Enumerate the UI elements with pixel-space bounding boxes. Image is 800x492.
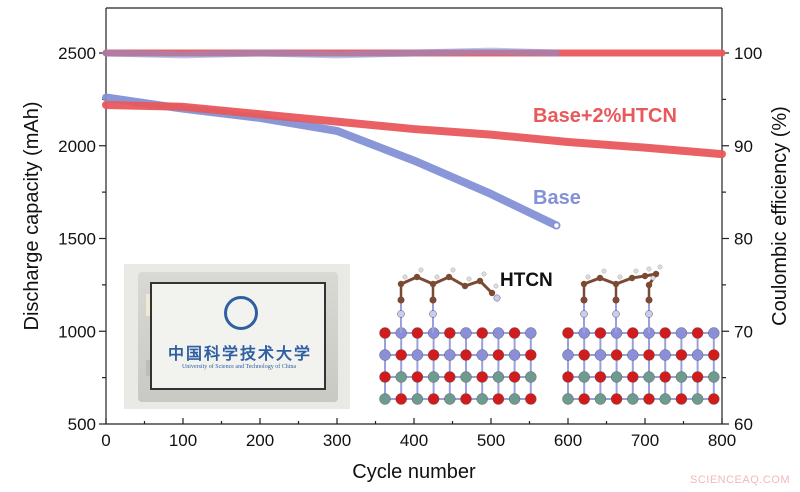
cell-label-english: University of Science and Technology of …	[181, 364, 297, 370]
molecule-label: HTCN	[500, 270, 553, 291]
y-right-tick-label: 60	[734, 415, 753, 434]
series-label-base: Base	[533, 187, 581, 209]
x-tick-label: 600	[554, 431, 582, 450]
cell-label-chinese: 中国科学技术大学	[167, 344, 312, 363]
series-line	[102, 100, 726, 159]
y-left-tick-label: 2500	[58, 44, 96, 63]
y-left-axis-title: Discharge capacity (mAh)	[21, 102, 43, 331]
x-axis-ticks	[105, 418, 723, 424]
y-left-tick-label: 2000	[58, 137, 96, 156]
y-right-axis-ticks	[722, 52, 729, 425]
x-tick-labels: 0 100 200 300 400 500 600 700 800	[101, 431, 736, 450]
y-left-tick-label: 500	[68, 415, 96, 434]
battery-photo-inset: 中国科学技术大学 University of Science and Techn…	[124, 264, 350, 409]
x-tick-label: 700	[631, 431, 659, 450]
x-tick-label: 800	[708, 431, 736, 450]
watermark: SCIENCEAQ.COM	[689, 474, 790, 486]
y-right-tick-label: 100	[734, 44, 762, 63]
x-tick-label: 100	[169, 431, 197, 450]
series-line	[102, 47, 560, 59]
series-line	[102, 93, 561, 230]
y-left-tick-label: 1000	[58, 322, 96, 341]
y-right-tick-label: 80	[734, 230, 753, 249]
x-tick-label: 300	[323, 431, 351, 450]
pouch-cell: 中国科学技术大学 University of Science and Techn…	[138, 272, 338, 402]
y-right-tick-label: 70	[734, 322, 753, 341]
molecule-slab-illustration	[379, 264, 720, 405]
series-layer	[102, 47, 726, 230]
cell-label: 中国科学技术大学 University of Science and Techn…	[150, 282, 326, 390]
series-label-htcn: Base+2%HTCN	[533, 105, 677, 127]
x-tick-label: 400	[400, 431, 428, 450]
y-right-axis-title: Coulombic efficiency (%)	[769, 106, 791, 326]
x-tick-label: 500	[477, 431, 505, 450]
y-right-tick-labels: 60 70 80 90 100	[734, 44, 762, 434]
y-right-tick-label: 90	[734, 137, 753, 156]
y-left-tick-labels: 500 1000 1500 2000 2500	[58, 44, 96, 434]
x-tick-label: 200	[246, 431, 274, 450]
x-axis-title: Cycle number	[352, 461, 476, 483]
y-left-tick-label: 1500	[58, 230, 96, 249]
university-logo-icon	[224, 296, 258, 330]
x-tick-label: 0	[101, 431, 110, 450]
